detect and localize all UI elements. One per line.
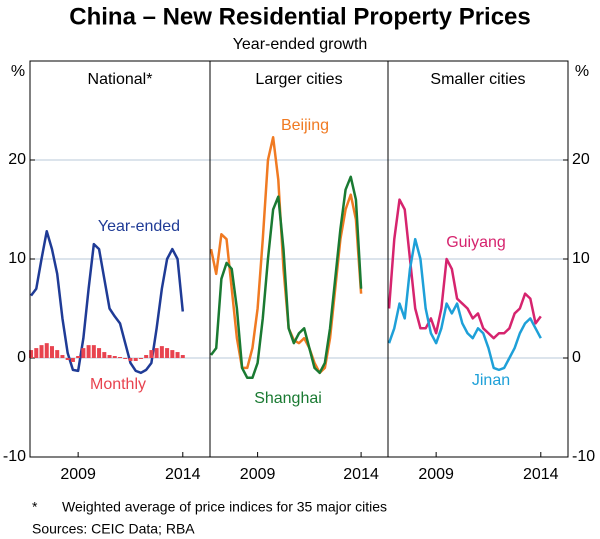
line (210, 175, 363, 380)
bar (180, 355, 185, 358)
bar (34, 348, 39, 358)
bar (118, 357, 122, 358)
bar (91, 345, 96, 358)
bar (133, 358, 138, 361)
series-label: Year-ended (98, 218, 180, 235)
plot-frame (29, 60, 569, 458)
line (30, 230, 185, 375)
line (387, 237, 542, 372)
bar (81, 348, 86, 358)
series-label: Jinan (472, 372, 510, 389)
series-label: Beijing (281, 117, 329, 134)
x-tick-label: 2014 (523, 466, 559, 483)
bar (175, 352, 180, 358)
bar (123, 358, 128, 359)
series-label: Monthly (90, 376, 146, 393)
panel-title: Smaller cities (430, 71, 525, 88)
y-tick-label: 10 (572, 250, 590, 267)
bar (76, 356, 81, 358)
bar (170, 350, 175, 358)
bar (55, 350, 60, 358)
line (387, 198, 542, 340)
series-label: Guiyang (446, 234, 506, 251)
y-tick-label: 20 (8, 151, 26, 168)
bar (60, 355, 65, 358)
x-tick-label: 2009 (240, 466, 276, 483)
y-tick-label: 0 (572, 349, 581, 366)
bar (49, 346, 54, 358)
bar (97, 348, 102, 358)
y-tick-label: 0 (17, 349, 26, 366)
bar (159, 346, 164, 358)
y-tick-label: 10 (8, 250, 26, 267)
bar (154, 348, 159, 358)
bar (165, 348, 170, 358)
bar (138, 358, 143, 359)
y-tick-label: -10 (572, 448, 595, 465)
bar (149, 350, 154, 358)
panel-title: Larger cities (255, 71, 342, 88)
x-tick-label: 2014 (343, 466, 379, 483)
bar (39, 345, 44, 358)
y-axis-label: % (11, 63, 25, 80)
x-tick-label: 2009 (60, 466, 96, 483)
bar (70, 358, 75, 362)
x-tick-label: 2014 (165, 466, 201, 483)
bar (102, 352, 107, 358)
bar (29, 350, 34, 358)
y-tick-label: -10 (3, 448, 26, 465)
x-tick-label: 2009 (418, 466, 454, 483)
bar (128, 358, 133, 361)
footnote-marker: * (32, 499, 38, 515)
bar (144, 355, 149, 358)
bar (107, 355, 112, 358)
y-tick-label: 20 (572, 151, 590, 168)
bar (112, 356, 117, 358)
panel-title: National* (88, 71, 153, 88)
y-axis-label: % (575, 63, 589, 80)
series-label: Shanghai (254, 390, 322, 407)
chart-title: China – New Residential Property Prices (69, 3, 531, 30)
bar (86, 345, 91, 358)
chart-subtitle: Year-ended growth (233, 36, 368, 53)
footnote: Weighted average of price indices for 35… (62, 499, 387, 515)
bar (44, 343, 49, 358)
sources: Sources: CEIC Data; RBA (32, 521, 195, 537)
bar (65, 358, 70, 360)
